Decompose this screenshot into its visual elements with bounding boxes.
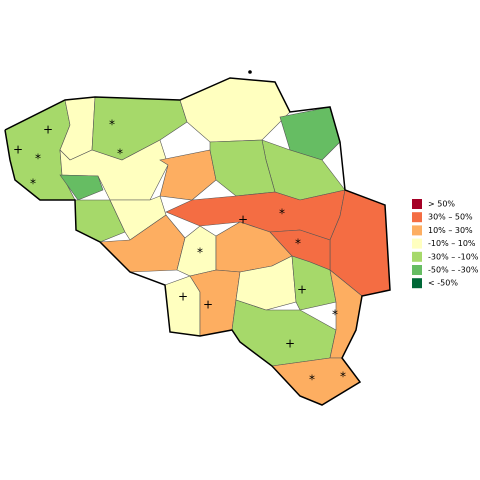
region-marker: * (340, 370, 346, 384)
region-marker: + (297, 283, 307, 297)
legend-swatch (412, 265, 422, 275)
legend-swatch (412, 199, 422, 209)
region (159, 149, 217, 201)
region-marker: + (285, 337, 295, 351)
legend-label: < -50% (428, 279, 458, 288)
region (231, 299, 337, 367)
region-marker: * (35, 152, 41, 166)
region-marker: * (30, 177, 36, 191)
enclave-dot (248, 70, 252, 74)
legend-swatch (412, 212, 422, 223)
region-marker: + (203, 298, 213, 312)
legend-label: > 50% (428, 200, 455, 209)
legend-label: 10% – 30% (428, 226, 473, 235)
legend-swatch (412, 278, 422, 289)
region-marker: + (13, 143, 23, 157)
legend-swatch (412, 225, 422, 236)
legend-label: -30% – -10% (428, 252, 479, 261)
region-marker: + (178, 290, 188, 304)
legend-label: 30% – 50% (428, 213, 473, 222)
legend-swatch (412, 238, 422, 249)
region-marker: * (295, 237, 301, 251)
region (179, 77, 291, 143)
country-border (4, 77, 391, 406)
legend-label: -50% – -30% (428, 266, 479, 275)
region-marker: + (43, 123, 53, 137)
region-marker: * (279, 207, 285, 221)
region-marker: * (117, 147, 123, 161)
region-marker: * (332, 308, 338, 322)
legend-label: -10% – 10% (428, 239, 476, 248)
legend-swatch (412, 251, 422, 262)
legend: > 50% 30% – 50% 10% – 30% -10% – 10% -30% – … (412, 199, 479, 289)
markers: + + + + + + + * * * * * * * * * * (13, 118, 346, 387)
region-marker: * (197, 246, 203, 260)
region (59, 174, 104, 201)
region (164, 275, 201, 337)
region-marker: * (109, 118, 115, 132)
regions (4, 77, 391, 406)
region-marker: + (238, 213, 248, 227)
region-marker: * (309, 373, 315, 387)
